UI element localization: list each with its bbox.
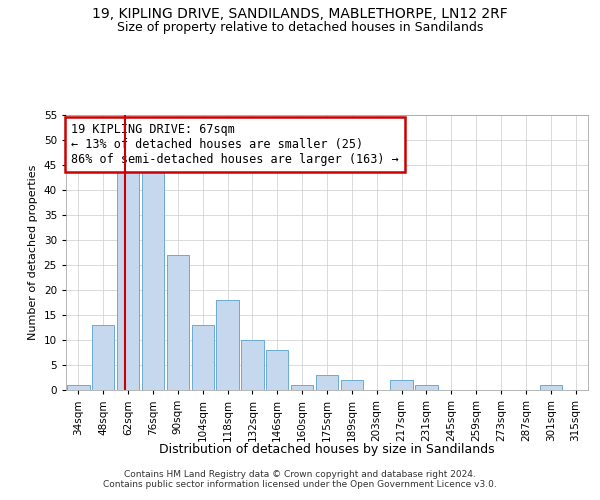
Bar: [316, 375, 338, 390]
Bar: [142, 160, 164, 390]
Text: Distribution of detached houses by size in Sandilands: Distribution of detached houses by size …: [159, 442, 495, 456]
Bar: [266, 350, 289, 390]
Text: Size of property relative to detached houses in Sandilands: Size of property relative to detached ho…: [117, 21, 483, 34]
Text: 19, KIPLING DRIVE, SANDILANDS, MABLETHORPE, LN12 2RF: 19, KIPLING DRIVE, SANDILANDS, MABLETHOR…: [92, 8, 508, 22]
Bar: [92, 325, 115, 390]
Bar: [391, 380, 413, 390]
Bar: [241, 340, 263, 390]
Bar: [415, 385, 437, 390]
Bar: [341, 380, 363, 390]
Bar: [191, 325, 214, 390]
Text: Contains HM Land Registry data © Crown copyright and database right 2024.
Contai: Contains HM Land Registry data © Crown c…: [103, 470, 497, 489]
Bar: [117, 170, 139, 390]
Bar: [291, 385, 313, 390]
Text: 19 KIPLING DRIVE: 67sqm
← 13% of detached houses are smaller (25)
86% of semi-de: 19 KIPLING DRIVE: 67sqm ← 13% of detache…: [71, 123, 399, 166]
Y-axis label: Number of detached properties: Number of detached properties: [28, 165, 38, 340]
Bar: [67, 385, 89, 390]
Bar: [217, 300, 239, 390]
Bar: [167, 255, 189, 390]
Bar: [539, 385, 562, 390]
